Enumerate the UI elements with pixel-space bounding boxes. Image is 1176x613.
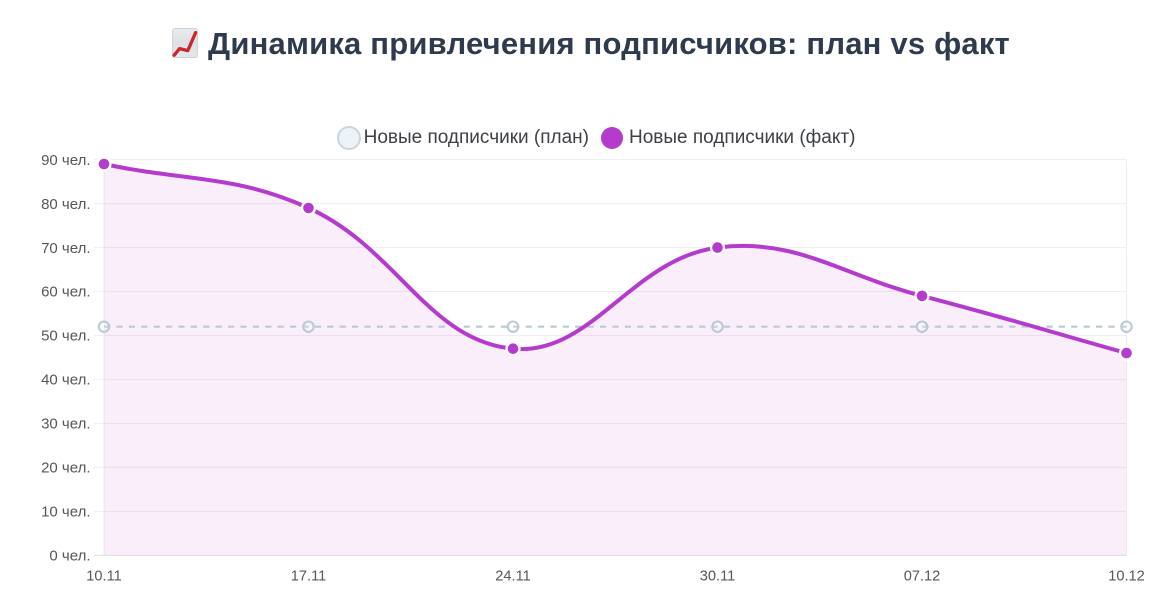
- svg-text:80 чел.: 80 чел.: [41, 196, 90, 213]
- svg-text:20 чел.: 20 чел.: [41, 460, 90, 477]
- svg-text:24.11: 24.11: [495, 568, 530, 584]
- svg-text:10.11: 10.11: [86, 568, 121, 584]
- svg-text:90 чел.: 90 чел.: [41, 152, 90, 169]
- svg-text:40 чел.: 40 чел.: [41, 372, 90, 389]
- svg-text:17.11: 17.11: [291, 568, 326, 584]
- svg-text:30 чел.: 30 чел.: [41, 416, 90, 433]
- svg-text:60 чел.: 60 чел.: [41, 284, 90, 301]
- svg-text:07.12: 07.12: [904, 568, 941, 584]
- svg-text:10 чел.: 10 чел.: [41, 504, 90, 521]
- svg-text:0 чел.: 0 чел.: [49, 548, 90, 565]
- svg-text:50 чел.: 50 чел.: [41, 328, 90, 345]
- svg-text:10.12: 10.12: [1108, 568, 1145, 584]
- svg-text:30.11: 30.11: [700, 568, 735, 584]
- svg-text:70 чел.: 70 чел.: [41, 240, 90, 257]
